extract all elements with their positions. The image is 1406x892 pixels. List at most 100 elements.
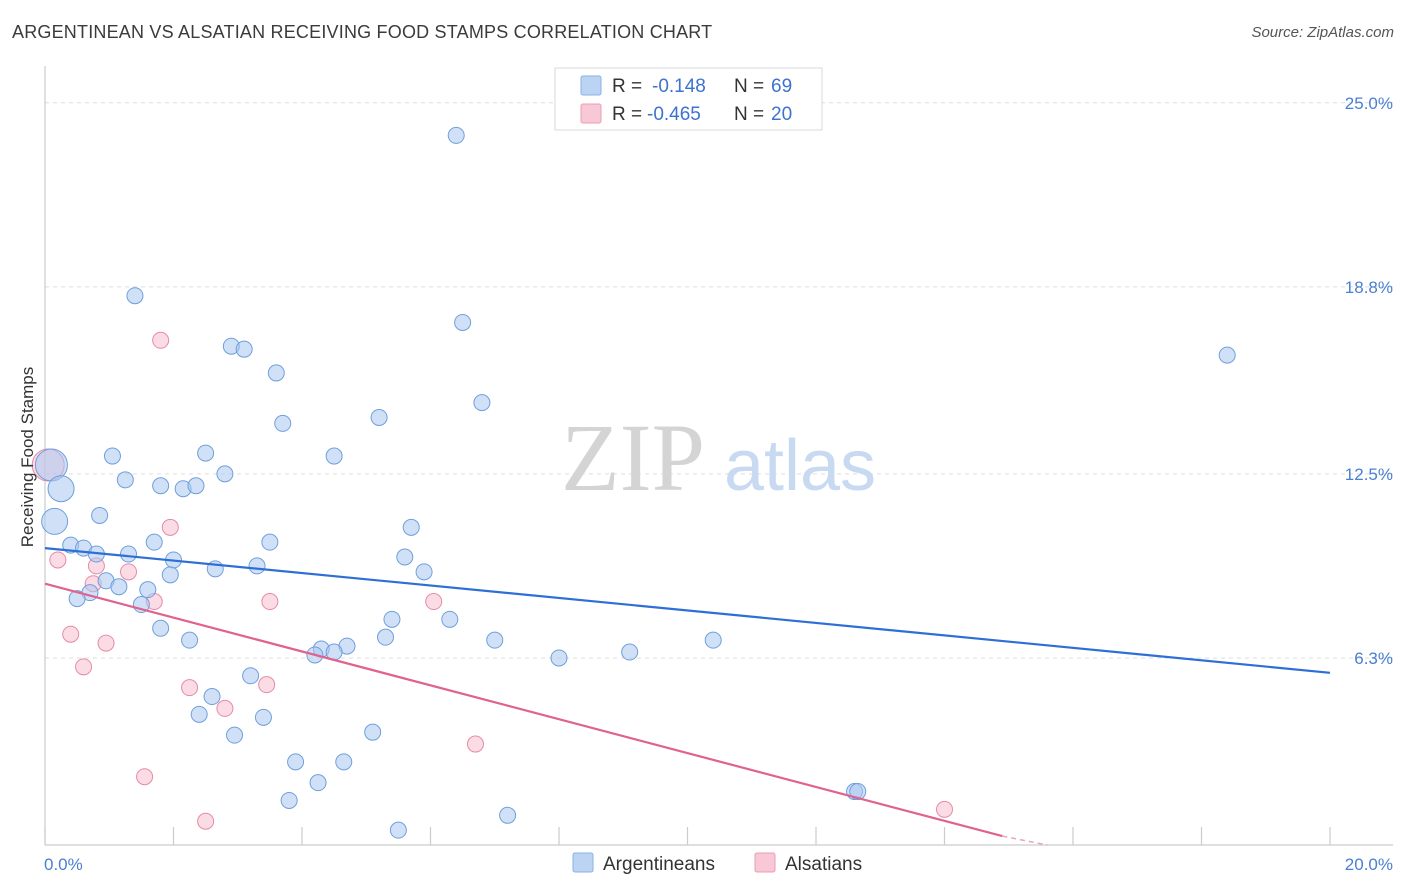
y-tick-label-1: 12.5% — [1345, 465, 1393, 484]
y-tick-labels: 6.3% 12.5% 18.8% 25.0% — [1345, 94, 1393, 668]
alsatian-point-8 — [425, 593, 443, 611]
argentinean-point-28 — [120, 545, 138, 563]
alsatian-point-19 — [197, 812, 215, 830]
legend-r-label-1: R = — [612, 76, 642, 97]
argentinean-point-14 — [197, 444, 215, 462]
argentinean-points — [34, 126, 1236, 839]
argentinean-point-64 — [849, 783, 867, 801]
argentinean-point-37 — [139, 581, 157, 599]
x-tick-labels: 0.0% 20.0% — [44, 855, 1393, 874]
watermark-atlas: atlas — [724, 426, 876, 506]
argentinean-point-59 — [226, 726, 244, 744]
argentinean-point-10 — [473, 394, 491, 412]
argentinean-point-43 — [152, 619, 170, 637]
argentinean-point-33 — [415, 563, 433, 581]
x-tick-label-0: 0.0% — [44, 855, 83, 874]
bottom-swatch-alsatians — [754, 852, 776, 873]
argentinean-point-8 — [1218, 346, 1236, 364]
argentinean-point-56 — [190, 705, 208, 723]
argentinean-point-39 — [68, 590, 86, 608]
argentinean-point-20 — [187, 477, 205, 495]
alsatian-point-12 — [75, 658, 93, 676]
argentinean-point-11 — [370, 408, 388, 426]
argentinean-point-34 — [161, 566, 179, 584]
argentinean-point-58 — [364, 723, 382, 741]
argentinean-point-60 — [287, 753, 305, 771]
argentinean-point-55 — [203, 688, 221, 706]
legend-swatch-argentineans — [580, 75, 602, 96]
axes — [44, 66, 1393, 846]
watermark-zip: ZIP — [561, 404, 705, 511]
legend-n-value-2: 20 — [771, 104, 792, 125]
alsatian-point-2 — [161, 518, 179, 536]
argentinean-point-36 — [110, 578, 128, 596]
argentinean-point-1 — [47, 475, 75, 503]
argentinean-point-22 — [402, 518, 420, 536]
legend-bottom: Argentineans Alsatians — [572, 852, 862, 875]
bottom-legend-argentineans: Argentineans — [603, 854, 715, 875]
alsatian-point-16 — [466, 735, 484, 753]
y-tick-label-2: 18.8% — [1345, 278, 1393, 297]
legend-r-label-2: R = — [612, 104, 642, 125]
trend-lines — [44, 547, 1331, 846]
argentinean-point-15 — [325, 447, 343, 465]
argentinean-point-5 — [454, 313, 472, 331]
bottom-legend-alsatians: Alsatians — [785, 854, 862, 875]
argentinean-point-17 — [116, 471, 134, 489]
y-axis-label: Receiving Food Stamps — [18, 367, 37, 547]
argentinean-point-13 — [103, 447, 121, 465]
alsatian-point-3 — [49, 551, 67, 569]
alsatian-point-15 — [216, 699, 234, 717]
chart-title: ARGENTINEAN VS ALSATIAN RECEIVING FOOD S… — [12, 22, 713, 42]
argentinean-point-54 — [242, 667, 260, 685]
argentinean-point-47 — [704, 631, 722, 649]
argentinean-trendline — [44, 547, 1331, 674]
argentinean-point-45 — [181, 631, 199, 649]
argentinean-point-7 — [235, 340, 253, 358]
argentinean-point-42 — [441, 610, 459, 628]
watermark: ZIP atlas — [561, 404, 876, 511]
argentinean-point-2 — [41, 507, 69, 535]
argentinean-point-26 — [261, 533, 279, 551]
argentinean-point-66 — [499, 806, 517, 824]
x-tick-label-1: 20.0% — [1345, 855, 1393, 874]
legend-n-label-1: N = — [734, 76, 764, 97]
alsatian-trendline — [44, 582, 1003, 838]
y-tick-label-3: 25.0% — [1345, 94, 1393, 113]
argentinean-point-62 — [309, 774, 327, 792]
legend-r-value-1: -0.148 — [652, 76, 706, 97]
alsatian-trendline-extension — [1002, 835, 1048, 846]
alsatian-point-10 — [62, 625, 80, 643]
argentinean-point-51 — [621, 643, 639, 661]
y-tick-label-0: 6.3% — [1354, 649, 1393, 668]
grid-lines — [45, 102, 1395, 659]
argentinean-point-12 — [274, 414, 292, 432]
legend-r-value-2: -0.465 — [647, 104, 701, 125]
argentinean-point-61 — [335, 753, 353, 771]
alsatian-point-7 — [261, 593, 279, 611]
legend-n-value-1: 69 — [771, 76, 792, 97]
chart-source: Source: ZipAtlas.com — [1251, 24, 1394, 41]
legend-swatch-alsatians — [580, 103, 602, 124]
alsatian-point-1 — [152, 331, 170, 349]
argentinean-point-57 — [254, 708, 272, 726]
alsatian-point-11 — [97, 634, 115, 652]
argentinean-point-18 — [152, 477, 170, 495]
argentinean-point-46 — [486, 631, 504, 649]
legend-n-label-2: N = — [734, 104, 764, 125]
alsatian-point-5 — [120, 563, 138, 581]
alsatian-point-17 — [136, 768, 154, 786]
argentinean-point-65 — [280, 791, 298, 809]
argentinean-point-3 — [447, 126, 465, 144]
argentinean-point-30 — [396, 548, 414, 566]
argentinean-point-52 — [550, 649, 568, 667]
argentinean-point-32 — [248, 557, 266, 575]
bottom-swatch-argentineans — [572, 852, 594, 873]
alsatian-point-13 — [181, 679, 199, 697]
argentinean-point-41 — [383, 610, 401, 628]
argentinean-point-9 — [267, 364, 285, 382]
argentinean-point-16 — [216, 465, 234, 483]
argentinean-point-67 — [389, 821, 407, 839]
argentinean-point-21 — [91, 506, 109, 524]
